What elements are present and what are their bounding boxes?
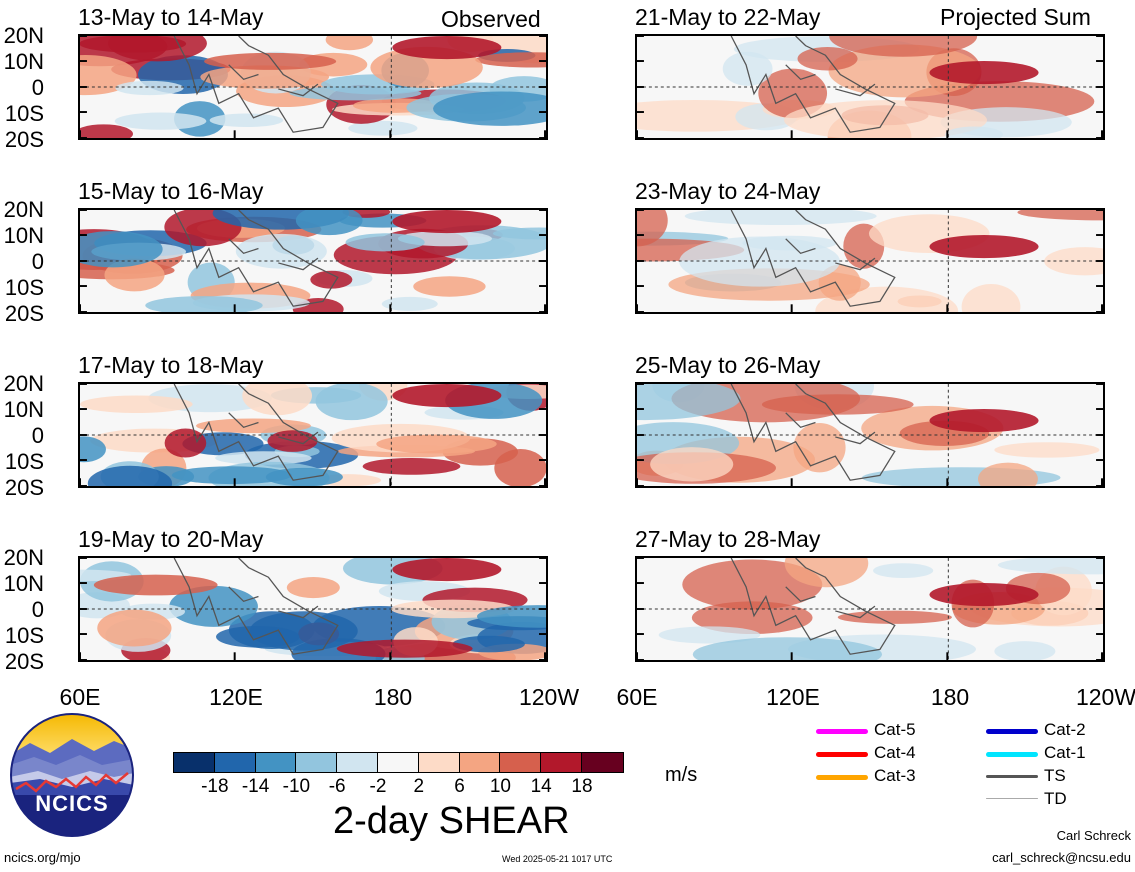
legend-item-cat1: Cat-1 bbox=[1044, 743, 1086, 762]
cat4-line bbox=[816, 752, 868, 757]
lat-label: 20S bbox=[4, 127, 44, 152]
map-panel bbox=[78, 556, 548, 662]
lat-label: 0 bbox=[31, 423, 44, 448]
lat-label: 20N bbox=[3, 23, 44, 48]
lon-label: 120W bbox=[518, 684, 580, 710]
legend-item-cat4: Cat-4 bbox=[874, 743, 916, 762]
colorbar-swatch bbox=[377, 753, 419, 772]
lat-label: 10S bbox=[4, 623, 44, 648]
colorbar-swatch bbox=[174, 753, 215, 772]
shear-field bbox=[637, 558, 1103, 660]
cat2-line bbox=[986, 729, 1038, 734]
colorbar-tick-label: 14 bbox=[530, 776, 552, 797]
lon-label: 60E bbox=[59, 684, 101, 710]
colorbar-swatch bbox=[581, 753, 623, 772]
lat-label: 0 bbox=[31, 597, 44, 622]
colorbar-swatch bbox=[214, 753, 256, 772]
legend-item-cat5: Cat-5 bbox=[874, 720, 916, 739]
ts-line bbox=[986, 775, 1038, 778]
colorbar-title: 2-day SHEAR bbox=[333, 800, 570, 842]
colorbar-tick-label: 10 bbox=[489, 776, 511, 797]
shear-field bbox=[80, 210, 546, 312]
panel-title: 13-May to 14-May bbox=[78, 4, 264, 30]
colorbar-tick-label: -2 bbox=[369, 776, 387, 797]
colorbar-swatch bbox=[541, 753, 582, 772]
colorbar-tick-label: -6 bbox=[328, 776, 346, 797]
colorbar-tick-label: 2 bbox=[413, 776, 425, 797]
panel-title: 15-May to 16-May bbox=[78, 178, 264, 204]
lat-label: 10N bbox=[3, 397, 44, 422]
legend-item-cat3: Cat-3 bbox=[874, 766, 916, 785]
map-panel bbox=[635, 208, 1105, 314]
map-panel bbox=[78, 34, 548, 140]
colorbar-swatch bbox=[255, 753, 297, 772]
map-panel bbox=[635, 556, 1105, 662]
lon-label: 120E bbox=[209, 684, 263, 710]
panel-title: 25-May to 26-May bbox=[635, 352, 821, 378]
lat-label: 10N bbox=[3, 571, 44, 596]
map-panel bbox=[78, 208, 548, 314]
colorbar-tick-label: 6 bbox=[454, 776, 465, 797]
shear-field bbox=[80, 558, 546, 660]
cat5-line bbox=[816, 729, 868, 734]
map-panel bbox=[635, 382, 1105, 488]
footer-site: ncics.org/mjo bbox=[4, 850, 81, 865]
colorbar-tick-label: -14 bbox=[241, 776, 270, 797]
lat-label: 10S bbox=[4, 101, 44, 126]
cat3-line bbox=[816, 775, 868, 780]
lat-label: 20N bbox=[3, 197, 44, 222]
lat-label: 10N bbox=[3, 49, 44, 74]
legend-item-td: TD bbox=[1044, 789, 1067, 808]
lat-label: 20N bbox=[3, 545, 44, 570]
colorbar-tick-label: 18 bbox=[571, 776, 593, 797]
colorbar-tick-label: -10 bbox=[282, 776, 311, 797]
map-panel bbox=[78, 382, 548, 488]
panel-title: 21-May to 22-May bbox=[635, 4, 821, 30]
shear-field bbox=[80, 384, 546, 486]
lat-label: 20S bbox=[4, 649, 44, 674]
lat-label: 10N bbox=[3, 223, 44, 248]
shear-field bbox=[637, 36, 1103, 138]
legend-item-cat2: Cat-2 bbox=[1044, 720, 1086, 739]
lon-label: 120E bbox=[766, 684, 820, 710]
ncics-logo: NCICS bbox=[10, 713, 134, 837]
lat-label: 0 bbox=[31, 75, 44, 100]
colorbar-swatch bbox=[459, 753, 501, 772]
lon-label: 180 bbox=[930, 684, 970, 710]
footer-email: carl_schreck@ncsu.edu bbox=[992, 850, 1131, 865]
lat-label: 0 bbox=[31, 249, 44, 274]
lon-label: 180 bbox=[373, 684, 413, 710]
shear-field bbox=[637, 384, 1103, 486]
panel-title: 19-May to 20-May bbox=[78, 526, 264, 552]
legend-item-ts: TS bbox=[1044, 766, 1066, 785]
lat-label: 20S bbox=[4, 301, 44, 326]
map-panel bbox=[635, 34, 1105, 140]
footer-timestamp: Wed 2025-05-21 1017 UTC bbox=[502, 854, 613, 864]
colorbar-swatch bbox=[296, 753, 338, 772]
panel-title: 23-May to 24-May bbox=[635, 178, 821, 204]
lat-label: 10S bbox=[4, 275, 44, 300]
lat-label: 20N bbox=[3, 371, 44, 396]
logo-text: NCICS bbox=[35, 791, 109, 816]
panel-title: 17-May to 18-May bbox=[78, 352, 264, 378]
lat-label: 10S bbox=[4, 449, 44, 474]
shear-field bbox=[637, 210, 1103, 312]
observed-label: Observed bbox=[441, 6, 541, 32]
lon-label: 120W bbox=[1075, 684, 1135, 710]
colorbar-swatch bbox=[418, 753, 460, 772]
colorbar bbox=[173, 752, 624, 773]
lat-label: 20S bbox=[4, 475, 44, 500]
cat1-line bbox=[986, 752, 1038, 757]
projected-label: Projected Sum bbox=[940, 4, 1091, 30]
panel-title: 27-May to 28-May bbox=[635, 526, 821, 552]
footer-author: Carl Schreck bbox=[1056, 828, 1131, 843]
colorbar-units: m/s bbox=[665, 764, 698, 786]
colorbar-tick-label: -18 bbox=[201, 776, 229, 797]
lon-label: 60E bbox=[616, 684, 658, 710]
colorbar-swatch bbox=[500, 753, 542, 772]
colorbar-swatch bbox=[337, 753, 378, 772]
shear-field bbox=[80, 36, 546, 138]
td-line bbox=[986, 798, 1038, 799]
